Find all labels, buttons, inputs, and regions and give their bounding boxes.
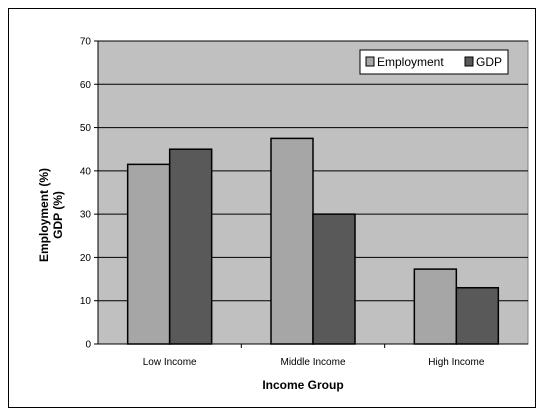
bar-employment-low-income [126,163,171,345]
y-tick-label: 30 [80,210,92,221]
legend: Employment GDP [359,49,509,75]
x-tick-label: Middle Income [280,357,345,368]
bar-employment-high-income [413,268,458,345]
legend-swatch-employment [365,56,375,67]
bar-employment-middle-income [270,137,314,345]
legend-box [359,49,509,75]
y-axis-title-gdp: GDP (%) [51,191,65,239]
bars [126,137,500,345]
y-tick-label: 40 [80,166,92,177]
bar-gdp-middle-income [312,213,356,345]
legend-label-employment: Employment [377,55,444,69]
legend-swatch-gdp [464,56,474,67]
y-tick-label: 10 [80,296,92,307]
y-axis-ticks: 0 10 20 30 40 50 60 70 [80,37,98,351]
bar-gdp-low-income [168,148,213,345]
legend-label-gdp: GDP [476,55,502,69]
bar-gdp-high-income [455,286,500,345]
y-tick-label: 60 [80,80,92,91]
x-tick-label: High Income [428,357,485,368]
y-tick-label: 50 [80,123,92,134]
x-axis-ticks: Low Income Middle Income High Income [143,344,485,368]
y-tick-label: 20 [80,253,92,264]
y-axis-title-employment: Employment (%) [37,168,51,262]
x-axis-title: Income Group [262,378,343,392]
x-tick-label: Low Income [143,357,197,368]
y-tick-label: 0 [85,340,91,351]
y-tick-label: 70 [80,37,92,48]
